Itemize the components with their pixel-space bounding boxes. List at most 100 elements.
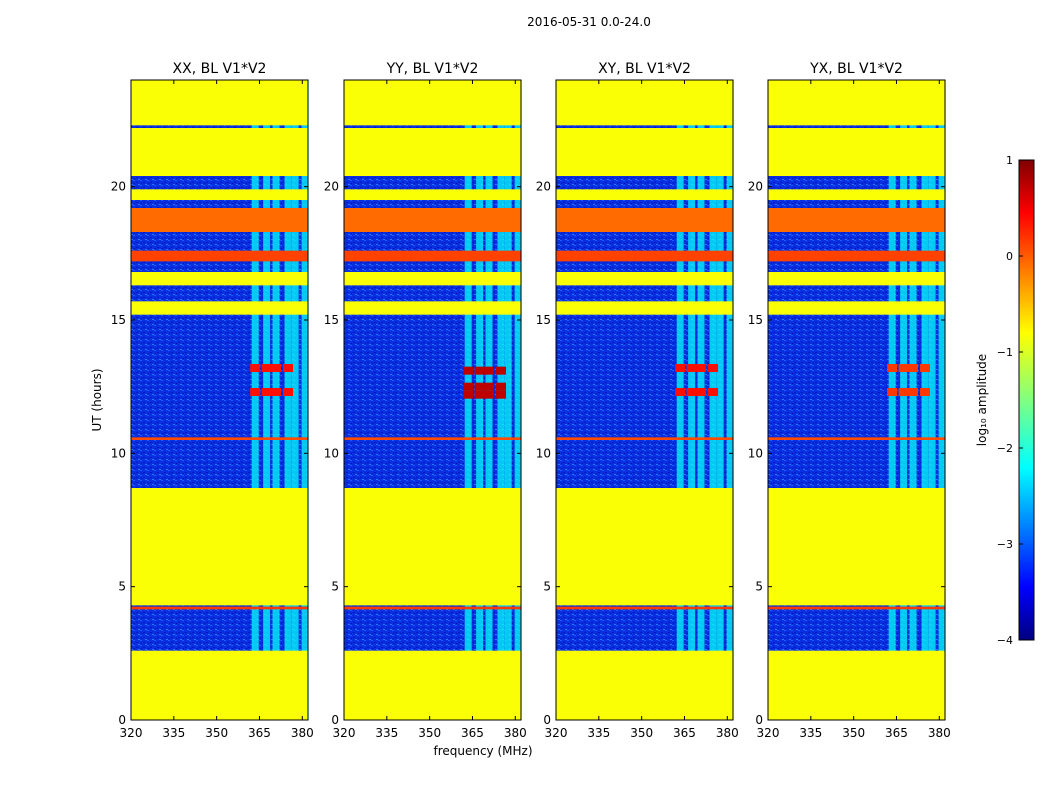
- strong-rfi-cell: [271, 364, 282, 372]
- colorbar-gradient: [1018, 159, 1035, 641]
- x-tick-label: 335: [587, 726, 610, 740]
- rfi-channel-streak: [921, 80, 929, 720]
- bright-time-row: [131, 437, 308, 440]
- bright-time-row: [768, 437, 945, 440]
- strong-rfi-cell: [696, 388, 707, 396]
- rfi-channel-streak: [676, 80, 684, 720]
- strong-rfi-cell: [887, 364, 898, 372]
- flagged-time-range: [344, 488, 521, 606]
- bright-time-row: [768, 208, 945, 232]
- strong-rfi-cell: [708, 388, 719, 396]
- strong-rfi-cell: [474, 366, 485, 375]
- flagged-time-range: [556, 650, 733, 720]
- strong-rfi-cell: [496, 366, 507, 375]
- x-tick-label: 365: [673, 726, 696, 740]
- rfi-channel-streak: [272, 80, 280, 720]
- y-tick-label: 15: [324, 313, 339, 327]
- rfi-channel-streak: [697, 80, 705, 720]
- flagged-time-range: [131, 128, 308, 176]
- x-tick-label: 350: [418, 726, 441, 740]
- rfi-channel-streak: [888, 80, 896, 720]
- strong-rfi-cell: [908, 388, 919, 396]
- panel-frame: [555, 79, 734, 721]
- strong-rfi-cell: [484, 382, 495, 391]
- flagged-time-range: [556, 80, 733, 126]
- x-tick-label: 380: [716, 726, 739, 740]
- rfi-channel-streak: [688, 80, 696, 720]
- bright-time-row: [344, 606, 521, 610]
- strong-rfi-cell: [908, 364, 919, 372]
- strong-rfi-cell: [496, 390, 507, 399]
- panel-title: XX, BL V1*V2: [173, 61, 267, 77]
- flagged-time-range: [768, 189, 945, 200]
- panel-frame: [767, 79, 946, 721]
- strong-rfi-cell: [686, 364, 697, 372]
- flagged-time-range: [131, 272, 308, 286]
- strong-rfi-cell: [474, 390, 485, 399]
- x-tick-label: 320: [333, 726, 356, 740]
- rfi-channel-streak: [263, 80, 271, 720]
- bright-time-row: [344, 437, 521, 440]
- figure-suptitle: 2016-05-31 0.0-24.0: [527, 15, 651, 29]
- panel-title: YY, BL V1*V2: [386, 61, 479, 77]
- rfi-channel-streak: [464, 80, 472, 720]
- strong-rfi-cell: [484, 366, 495, 375]
- strong-rfi-cell: [708, 364, 719, 372]
- flagged-time-range: [344, 272, 521, 286]
- flagged-time-range: [556, 189, 733, 200]
- colorbar-tick-label: 1: [1006, 154, 1013, 167]
- y-tick-label: 20: [324, 180, 339, 194]
- rfi-channel-streak: [716, 80, 724, 720]
- strong-rfi-cell: [675, 364, 686, 372]
- strong-rfi-cell: [887, 388, 898, 396]
- x-tick-label: 380: [504, 726, 527, 740]
- y-tick-label: 0: [118, 713, 126, 727]
- bright-time-row: [131, 208, 308, 232]
- panel-3: XY, BL V1*V2 320 335 350 365 380 0 5 10 15 20: [536, 61, 739, 740]
- x-tick-label: 380: [291, 726, 314, 740]
- flagged-time-range: [131, 80, 308, 126]
- rfi-channel-streak: [476, 80, 484, 720]
- bright-time-row: [768, 606, 945, 610]
- panels: XX, BL V1*V2 320 335 350 365 380 0 5 10 15 20 YY, B…: [111, 61, 951, 740]
- flagged-time-range: [768, 650, 945, 720]
- flagged-time-range: [344, 301, 521, 315]
- bright-time-row: [768, 250, 945, 262]
- strong-rfi-cell: [283, 388, 294, 396]
- rfi-channel-streak: [938, 80, 946, 720]
- flagged-time-range: [768, 128, 945, 176]
- panel-1: XX, BL V1*V2 320 335 350 365 380 0 5 10 15 20: [111, 61, 314, 740]
- rfi-channel-streak: [485, 80, 493, 720]
- x-tick-label: 350: [842, 726, 865, 740]
- flagged-time-range: [344, 650, 521, 720]
- rfi-channel-streak: [909, 80, 917, 720]
- y-tick-label: 15: [111, 313, 126, 327]
- flagged-time-range: [768, 301, 945, 315]
- flagged-time-range: [344, 128, 521, 176]
- x-tick-label: 335: [162, 726, 185, 740]
- panel-frame: [130, 79, 309, 721]
- y-tick-label: 0: [331, 713, 339, 727]
- rfi-channel-streak: [900, 80, 908, 720]
- rfi-channel-streak: [514, 80, 522, 720]
- strong-rfi-cell: [250, 364, 261, 372]
- y-tick-label: 10: [324, 446, 339, 460]
- rfi-channel-streak: [504, 80, 512, 720]
- y-tick-label: 5: [331, 580, 339, 594]
- x-tick-label: 380: [928, 726, 951, 740]
- y-tick-label: 20: [536, 180, 551, 194]
- flagged-time-range: [556, 301, 733, 315]
- colorbar: log₁₀ amplitude 1 0 −1 −2 −3 −4: [975, 154, 1035, 647]
- strong-rfi-cell: [250, 388, 261, 396]
- flagged-time-range: [131, 189, 308, 200]
- flagged-time-range: [131, 301, 308, 315]
- rfi-channel-streak: [709, 80, 717, 720]
- y-tick-label: 20: [111, 180, 126, 194]
- x-tick-label: 320: [545, 726, 568, 740]
- strong-rfi-cell: [686, 388, 697, 396]
- bright-time-row: [344, 208, 521, 232]
- x-tick-label: 350: [205, 726, 228, 740]
- flagged-time-range: [131, 488, 308, 606]
- x-tick-label: 335: [799, 726, 822, 740]
- y-tick-label: 20: [748, 180, 763, 194]
